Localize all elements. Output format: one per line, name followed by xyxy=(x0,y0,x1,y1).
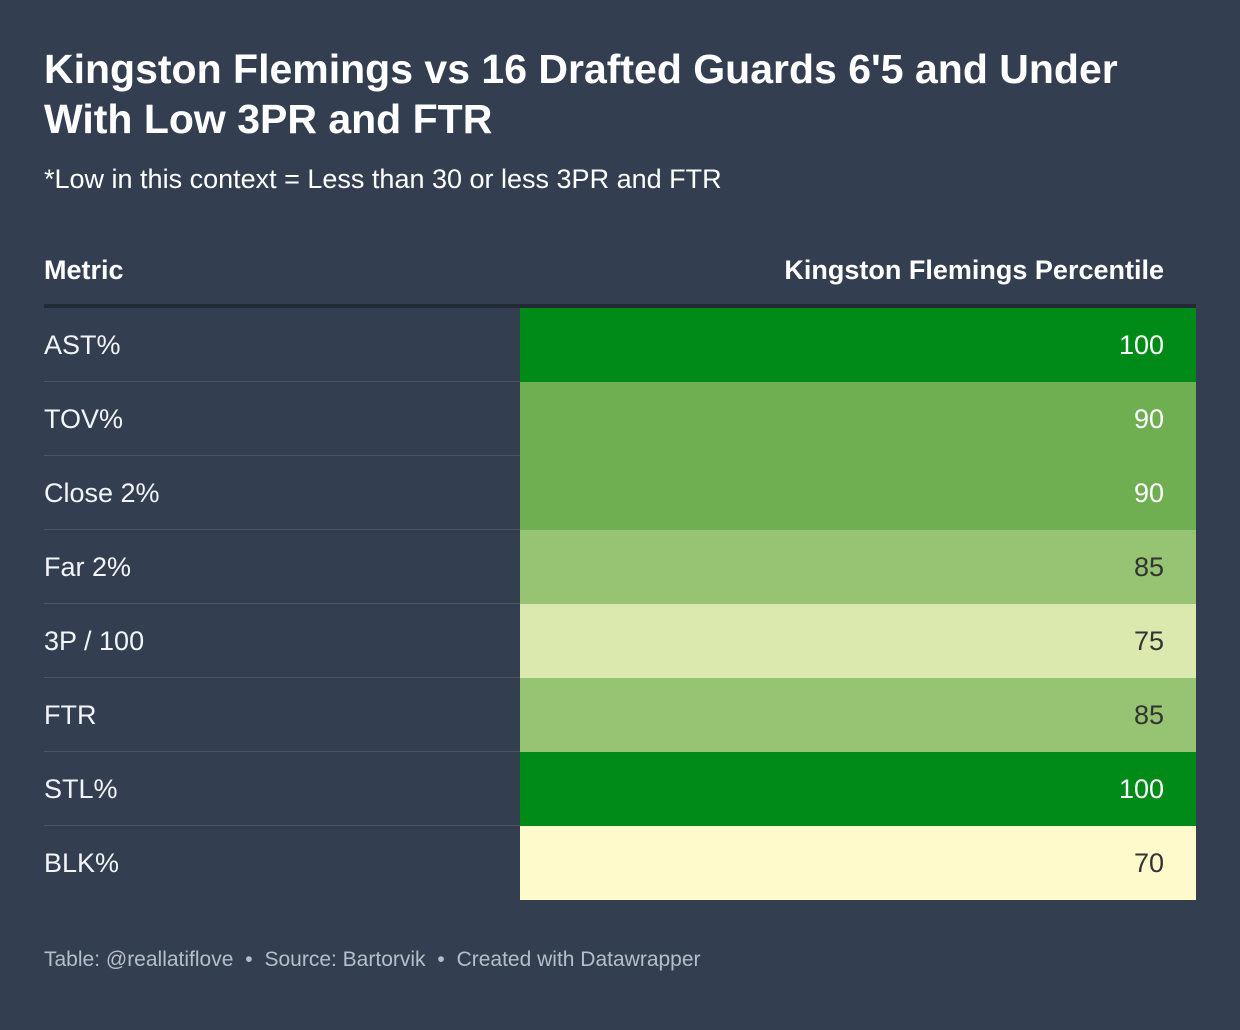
percentile-value: 100 xyxy=(1118,330,1164,360)
table-row: STL% 100 xyxy=(44,752,1196,826)
percentile-cell: 90 xyxy=(520,456,1196,530)
source-credit: Source: Bartorvik xyxy=(264,948,426,971)
metric-label: TOV% xyxy=(44,382,520,456)
percentile-cell: 75 xyxy=(520,604,1196,678)
chart-subtitle: *Low in this context = Less than 30 or l… xyxy=(44,164,722,194)
created-with-credit: Created with Datawrapper xyxy=(456,948,701,971)
table-row: AST% 100 xyxy=(44,308,1196,382)
table-row: Far 2% 85 xyxy=(44,530,1196,604)
percentile-cell: 85 xyxy=(520,530,1196,604)
table-credit: Table: @reallatiflove xyxy=(44,948,234,971)
percentile-value: 90 xyxy=(1133,478,1164,508)
footer: Table: @reallatiflove • Source: Bartorvi… xyxy=(44,948,701,972)
table-row: TOV% 90 xyxy=(44,382,1196,456)
percentile-value: 85 xyxy=(1133,552,1164,582)
percentile-value: 70 xyxy=(1133,848,1164,878)
footer-separator: • xyxy=(245,948,253,971)
percentile-cell: 100 xyxy=(520,308,1196,382)
chart-title: Kingston Flemings vs 16 Drafted Guards 6… xyxy=(44,46,1118,142)
metric-label: AST% xyxy=(44,308,520,382)
percentile-value: 75 xyxy=(1133,626,1164,656)
table-header: Metric Kingston Flemings Percentile xyxy=(44,248,1196,308)
percentile-table: Metric Kingston Flemings Percentile AST%… xyxy=(44,248,1196,900)
metric-label: Close 2% xyxy=(44,456,520,530)
footer-separator: • xyxy=(437,948,445,971)
percentile-cell: 90 xyxy=(520,382,1196,456)
column-header-metric[interactable]: Metric xyxy=(44,255,124,285)
percentile-cell: 85 xyxy=(520,678,1196,752)
table-row: Close 2% 90 xyxy=(44,456,1196,530)
metric-label: 3P / 100 xyxy=(44,604,520,678)
percentile-cell: 100 xyxy=(520,752,1196,826)
column-header-percentile[interactable]: Kingston Flemings Percentile xyxy=(784,255,1164,285)
table-body: AST% 100 TOV% 90 Close 2% 90 Far 2% 85 3P / 100 7… xyxy=(44,308,1196,900)
metric-label: BLK% xyxy=(44,848,120,878)
percentile-cell: 70 xyxy=(520,826,1196,900)
table-row: BLK% 70 xyxy=(44,826,1196,900)
metric-label: Far 2% xyxy=(44,530,520,604)
percentile-value: 90 xyxy=(1133,404,1164,434)
table-row: FTR 85 xyxy=(44,678,1196,752)
percentile-value: 100 xyxy=(1118,774,1164,804)
percentile-value: 85 xyxy=(1133,700,1164,730)
metric-label: STL% xyxy=(44,752,520,826)
metric-label: FTR xyxy=(44,678,520,752)
table-row: 3P / 100 75 xyxy=(44,604,1196,678)
